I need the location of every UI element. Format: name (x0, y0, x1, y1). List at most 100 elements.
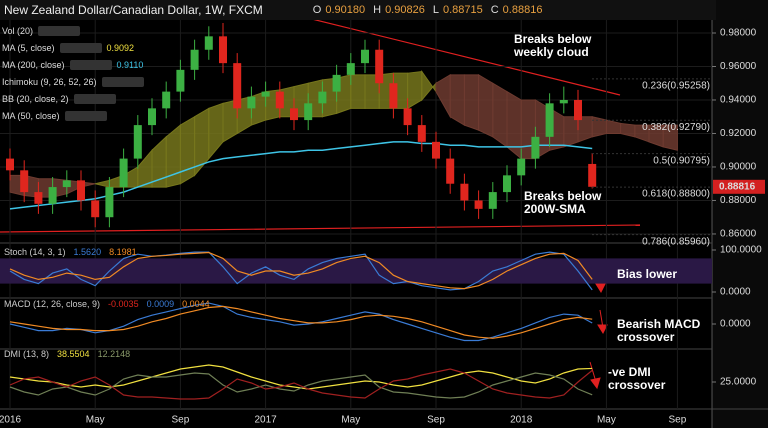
candle-body (162, 91, 171, 109)
stoch-band (0, 258, 712, 284)
candle-body (204, 36, 213, 50)
x-tick-label: Sep (669, 415, 687, 426)
legend-row: Ichimoku (9, 26, 52, 26) (2, 73, 144, 90)
panel-name: MACD (12, 26, close, 9) (4, 299, 101, 309)
y-tick-label: 0.92000 (720, 128, 757, 139)
ichimoku-cloud (478, 73, 494, 138)
quote-key: C (490, 4, 499, 16)
legend-name: Ichimoku (9, 26, 52, 26) (2, 76, 97, 87)
candle-body (62, 180, 71, 188)
quote-value: 0.90826 (385, 4, 425, 16)
candle-body (304, 103, 313, 121)
candle-body (48, 187, 57, 204)
quote-value: 0.88715 (442, 4, 483, 16)
x-tick-label: 2018 (510, 415, 533, 426)
panel-title: MACD (12, 26, close, 9) -0.0035 0.0009 0.00… (4, 299, 210, 309)
candle-body (219, 36, 227, 64)
fib-label: 0.382(0.92790) (642, 122, 710, 133)
panel-value: 38.5504 (57, 349, 90, 359)
candle-body (332, 74, 341, 92)
trend-line (0, 224, 641, 233)
panel-value: 12.2148 (97, 349, 131, 359)
trend-line (254, 4, 621, 96)
annotation: Bearish MACD crossover (617, 317, 701, 344)
quote-key: L (432, 4, 439, 16)
candle-body (176, 69, 185, 92)
legend-icons (101, 76, 144, 87)
ichimoku-cloud (179, 115, 196, 185)
ichimoku-cloud (563, 116, 579, 148)
candle-body (531, 136, 540, 159)
ichimoku-cloud (591, 116, 607, 138)
candle-body (559, 99, 568, 104)
candle-body (361, 49, 369, 64)
y-tick-label: 0.94000 (720, 95, 757, 106)
ichimoku-cloud (350, 74, 366, 109)
legend-name: MA (50, close) (2, 110, 60, 121)
quote-key: O (312, 4, 322, 16)
candle-body (91, 200, 100, 218)
ichimoku-cloud (620, 122, 636, 138)
candle-body (190, 49, 199, 70)
candle-body (233, 63, 242, 109)
candle-body (474, 200, 483, 209)
legend-icons (38, 25, 81, 36)
annotation: Breaks below 200W-SMA (524, 189, 602, 216)
candle-body (6, 158, 14, 171)
candle-body (488, 192, 497, 209)
candle-body (588, 163, 597, 187)
legend-row: Vol (20) (2, 22, 144, 39)
indicator-line (9, 251, 593, 290)
last-price-box (713, 179, 765, 194)
y-tick-label: 100.0000 (720, 245, 762, 256)
ichimoku-cloud (165, 124, 181, 188)
candle-body (417, 125, 426, 142)
candle-body (133, 125, 142, 159)
panel-title: DMI (13, 8) 38.5504 12.2148 (4, 349, 130, 359)
panel-value: 0.0044 (182, 299, 210, 309)
x-tick-label: Sep (427, 415, 445, 426)
legend-name: BB (20, close, 2) (2, 93, 69, 104)
candle-body (503, 175, 511, 193)
legend-row: MA (50, close) (2, 107, 144, 124)
candle-body (545, 103, 554, 137)
candle-body (574, 99, 582, 121)
axis-background (712, 0, 768, 428)
legend-name: Vol (20) (2, 25, 34, 36)
panel-value: 0.0009 (146, 299, 175, 309)
legend-row: MA (200, close) 0.9110 (2, 56, 144, 73)
fib-label: 0.5(0.90795) (653, 155, 710, 166)
fib-label: 0.618(0.88800) (642, 189, 710, 200)
ichimoku-cloud (435, 73, 451, 119)
panel-name: DMI (13, 8) (4, 349, 50, 359)
y-tick-label: 0.0000 (720, 319, 751, 330)
legend-icons (69, 59, 112, 70)
x-tick-label: 2017 (254, 415, 277, 426)
quote-value: 0.88816 (502, 4, 543, 16)
legend-icons (59, 42, 102, 53)
panel-value: 8.1981 (109, 247, 137, 257)
x-tick-label: Sep (172, 415, 190, 426)
candle-body (77, 180, 85, 201)
candle-body (460, 183, 469, 201)
candle-body (403, 108, 412, 126)
fib-label: 0.236(0.95258) (642, 81, 710, 92)
ichimoku-cloud (605, 119, 622, 134)
candle-body (290, 108, 298, 121)
ichimoku-cloud (421, 69, 437, 102)
candle-body (389, 83, 398, 109)
annotation: Bias lower (617, 267, 678, 281)
indicator-line (9, 372, 593, 399)
ichimoku-cloud (449, 74, 465, 126)
x-tick-label: 2016 (0, 415, 22, 426)
candle-body (446, 158, 455, 184)
legend-icons (73, 93, 116, 104)
legend-name: MA (200, close) (2, 59, 65, 70)
legend-row: MA (5, close) 0.9092 (2, 39, 144, 56)
y-tick-label: 0.88000 (720, 195, 757, 206)
indicator-line (9, 305, 593, 339)
fib-label: 0.786(0.85960) (642, 236, 710, 247)
ichimoku-cloud (407, 70, 423, 110)
candle-body (346, 63, 355, 75)
